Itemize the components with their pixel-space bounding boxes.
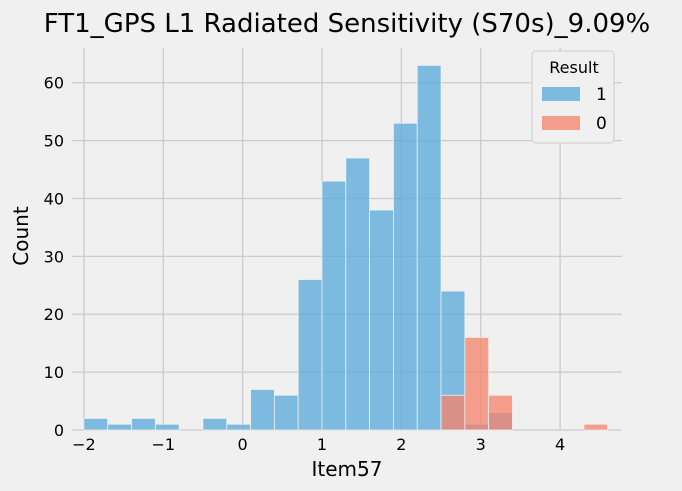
legend-swatch-0: [542, 116, 580, 130]
x-tick-label: 1: [317, 435, 327, 454]
x-axis-label: Item57: [312, 457, 383, 481]
bar-series-0: [488, 394, 513, 431]
legend: Result 1 0: [531, 50, 615, 144]
bar-series-1: [416, 64, 442, 431]
x-tick-label: 2: [396, 435, 406, 454]
bar-series-1: [250, 389, 275, 431]
y-axis-label: Count: [9, 206, 33, 266]
y-tick-label: 20: [44, 305, 64, 324]
bar-series-1: [226, 423, 251, 431]
y-tick-label: 60: [44, 74, 64, 93]
y-tick-label: 40: [44, 189, 64, 208]
bar-series-1: [273, 394, 299, 431]
x-tick-label: −1: [151, 435, 175, 454]
bar-series-1: [107, 423, 132, 431]
bar-series-1: [393, 122, 418, 431]
bar-series-0: [583, 423, 609, 431]
bars: [83, 64, 609, 431]
legend-title: Result: [549, 58, 598, 77]
x-tick-label: 4: [555, 435, 565, 454]
legend-label-1: 1: [596, 85, 607, 105]
bar-series-0: [464, 336, 490, 431]
legend-swatch-1: [542, 87, 580, 101]
legend-label-0: 0: [596, 114, 607, 134]
chart-title: FT1_GPS L1 Radiated Sensitivity (S70s)_9…: [44, 9, 651, 39]
y-tick-label: 50: [44, 132, 64, 151]
y-tick-label: 30: [44, 247, 64, 266]
bar-series-1: [83, 418, 109, 431]
bar-series-1: [154, 423, 180, 431]
bar-series-1: [131, 418, 156, 431]
bar-series-1: [202, 418, 228, 431]
y-tick-label: 0: [54, 421, 64, 440]
x-tick-label: 0: [238, 435, 248, 454]
x-tick-label: 3: [476, 435, 486, 454]
bar-series-1: [297, 279, 323, 431]
bar-series-1: [345, 157, 371, 431]
bar-series-0: [440, 394, 466, 431]
bar-series-1: [369, 209, 394, 431]
bar-series-1: [321, 180, 347, 431]
x-tick-label: −2: [72, 435, 96, 454]
y-tick-label: 10: [44, 363, 64, 382]
